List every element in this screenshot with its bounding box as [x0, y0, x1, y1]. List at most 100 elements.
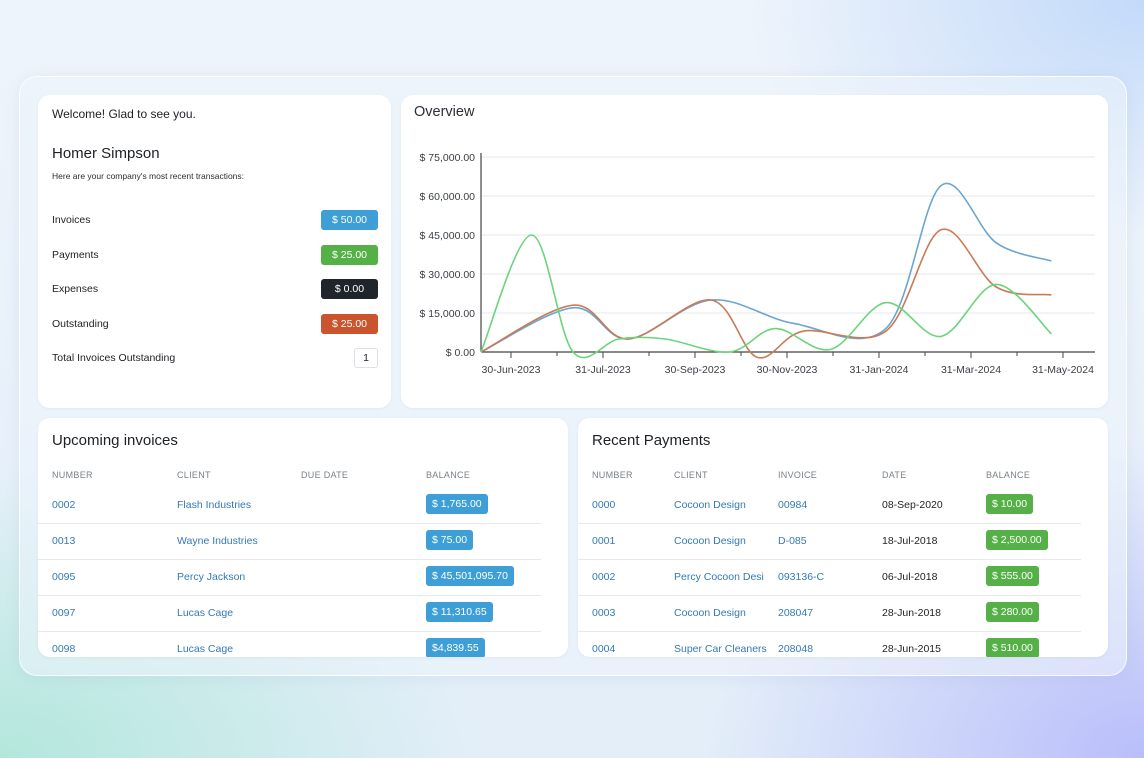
stat-badge-outstanding[interactable]: $ 25.00 [321, 314, 378, 334]
col-date: DATE [882, 470, 907, 480]
x-tick-label: 31-May-2024 [1032, 364, 1094, 376]
stat-label: Total Invoices Outstanding [52, 352, 176, 364]
col-invoice: INVOICE [778, 470, 818, 480]
user-name: Homer Simpson [52, 145, 160, 162]
table-row[interactable]: 0098 Lucas Cage $4,839.55 [38, 632, 541, 657]
client-link[interactable]: Super Car Cleaners [674, 643, 767, 655]
balance-badge: $ 11,310.65 [426, 602, 493, 622]
table-row[interactable]: 0001 Cocoon Design D-085 18-Jul-2018 $ 2… [578, 524, 1081, 560]
invoice-link[interactable]: 00984 [778, 499, 808, 511]
series-line-2 [480, 228, 1052, 359]
invoice-link[interactable]: 208047 [778, 607, 814, 619]
invoice-link[interactable]: 208048 [778, 643, 814, 655]
table-row[interactable]: 0097 Lucas Cage $ 11,310.65 [38, 596, 541, 632]
balance-badge: $ 1,765.00 [426, 494, 488, 514]
y-tick-label: $ 45,000.00 [420, 230, 476, 242]
balance-badge: $ 280.00 [986, 602, 1039, 622]
x-tick-label: 30-Sep-2023 [665, 364, 726, 376]
table-row[interactable]: 0000 Cocoon Design 00984 08-Sep-2020 $ 1… [578, 488, 1081, 524]
overview-title: Overview [414, 104, 475, 120]
welcome-greeting: Welcome! Glad to see you. [52, 107, 196, 121]
stat-label: Invoices [52, 214, 91, 226]
payment-date: 28-Jun-2015 [882, 643, 941, 655]
x-tick-label: 31-Mar-2024 [941, 364, 1001, 376]
stat-outstanding: Outstanding $ 25.00 [52, 314, 378, 336]
stat-badge-payments[interactable]: $ 25.00 [321, 245, 378, 265]
stat-badge-invoices[interactable]: $ 50.00 [321, 210, 378, 230]
payment-number-link[interactable]: 0004 [592, 643, 616, 655]
stat-badge-expenses[interactable]: $ 0.00 [321, 279, 378, 299]
payment-number-link[interactable]: 0001 [592, 535, 616, 547]
table-row[interactable]: 0004 Super Car Cleaners 208048 28-Jun-20… [578, 632, 1081, 657]
total-outstanding-count: 1 [354, 348, 378, 368]
table-row[interactable]: 0003 Cocoon Design 208047 28-Jun-2018 $ … [578, 596, 1081, 632]
client-link[interactable]: Cocoon Design [674, 535, 746, 547]
client-link[interactable]: Flash Industries [177, 499, 252, 511]
upcoming-invoices-card: Upcoming invoices NUMBER CLIENT DUE DATE… [38, 418, 568, 657]
col-balance: BALANCE [426, 470, 471, 480]
y-tick-label: $ 60,000.00 [420, 191, 476, 203]
payment-date: 08-Sep-2020 [882, 499, 943, 511]
overview-line-chart: $ 75,000.00 $ 60,000.00 $ 45,000.00 $ 30,00… [420, 152, 1095, 376]
table-row[interactable]: 0002 Percy Cocoon Desi 093136-C 06-Jul-2… [578, 560, 1081, 596]
payment-date: 18-Jul-2018 [882, 535, 938, 547]
y-tick-label: $ 15,000.00 [420, 308, 476, 320]
col-number: NUMBER [52, 470, 93, 480]
x-tick-label: 31-Jul-2023 [575, 364, 631, 376]
stat-payments: Payments $ 25.00 [52, 245, 378, 267]
balance-badge: $ 75.00 [426, 530, 474, 550]
client-link[interactable]: Lucas Cage [177, 643, 234, 655]
upcoming-title: Upcoming invoices [52, 432, 178, 449]
stat-invoices: Invoices $ 50.00 [52, 210, 378, 232]
payment-number-link[interactable]: 0002 [592, 571, 616, 583]
payment-number-link[interactable]: 0003 [592, 607, 616, 619]
welcome-card: Welcome! Glad to see you. Homer Simpson … [38, 95, 391, 408]
x-tick-label: 30-Jun-2023 [482, 364, 541, 376]
payment-date: 28-Jun-2018 [882, 607, 941, 619]
stat-label: Expenses [52, 283, 99, 295]
series-line-1 [480, 182, 1052, 353]
col-client: CLIENT [674, 470, 708, 480]
table-row[interactable]: 0095 Percy Jackson $ 45,501,095.70 [38, 560, 541, 596]
recent-payments-card: Recent Payments NUMBER CLIENT INVOICE DA… [578, 418, 1108, 657]
invoice-number-link[interactable]: 0013 [52, 535, 76, 547]
stat-total-outstanding: Total Invoices Outstanding 1 [52, 348, 378, 370]
x-tick-label: 31-Jan-2024 [850, 364, 909, 376]
balance-badge: $ 10.00 [986, 494, 1034, 514]
col-due-date: DUE DATE [301, 470, 349, 480]
col-client: CLIENT [177, 470, 211, 480]
stat-label: Payments [52, 249, 99, 261]
invoice-number-link[interactable]: 0097 [52, 607, 76, 619]
welcome-subtitle: Here are your company's most recent tran… [52, 171, 245, 181]
client-link[interactable]: Cocoon Design [674, 499, 746, 511]
invoice-number-link[interactable]: 0098 [52, 643, 76, 655]
payment-date: 06-Jul-2018 [882, 571, 938, 583]
invoice-link[interactable]: D-085 [778, 535, 807, 547]
overview-card: Overview $ 75,000.00 $ 60,000.00 $ 45,000.… [401, 95, 1108, 408]
payments-title: Recent Payments [592, 432, 711, 449]
table-row[interactable]: 0013 Wayne Industries $ 75.00 [38, 524, 541, 560]
y-tick-label: $ 30,000.00 [420, 269, 476, 281]
y-tick-label: $ 0.00 [446, 347, 475, 359]
client-link[interactable]: Percy Cocoon Desi [674, 571, 764, 583]
y-tick-label: $ 75,000.00 [420, 152, 476, 164]
invoice-number-link[interactable]: 0002 [52, 499, 76, 511]
x-tick-label: 30-Nov-2023 [757, 364, 818, 376]
balance-badge: $ 45,501,095.70 [426, 566, 514, 586]
stat-expenses: Expenses $ 0.00 [52, 279, 378, 301]
invoice-number-link[interactable]: 0095 [52, 571, 76, 583]
client-link[interactable]: Cocoon Design [674, 607, 746, 619]
table-row[interactable]: 0002 Flash Industries $ 1,765.00 [38, 488, 541, 524]
balance-badge: $ 555.00 [986, 566, 1039, 586]
client-link[interactable]: Percy Jackson [177, 571, 246, 583]
balance-badge: $ 510.00 [986, 638, 1039, 657]
stat-label: Outstanding [52, 318, 109, 330]
client-link[interactable]: Wayne Industries [177, 535, 258, 547]
payment-number-link[interactable]: 0000 [592, 499, 616, 511]
invoice-link[interactable]: 093136-C [778, 571, 825, 583]
col-balance: BALANCE [986, 470, 1031, 480]
col-number: NUMBER [592, 470, 633, 480]
client-link[interactable]: Lucas Cage [177, 607, 234, 619]
balance-badge: $4,839.55 [426, 638, 485, 657]
series-line-3 [480, 234, 1052, 359]
